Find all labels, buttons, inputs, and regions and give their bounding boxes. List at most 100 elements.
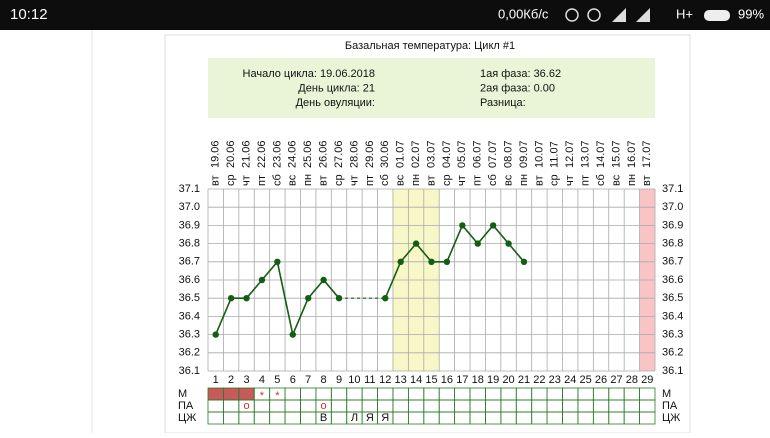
x-tick-label: 11 (364, 374, 375, 386)
weekday: пт (364, 175, 376, 186)
y-tick-label: 36.4 (179, 310, 200, 322)
x-tick-label: 13 (395, 374, 407, 386)
weekday: пт (580, 175, 592, 186)
weekday: пт (256, 175, 268, 186)
y-tick-label-right: 36.5 (662, 292, 683, 304)
row-label: ПА (178, 400, 194, 412)
status-icons (565, 8, 650, 22)
row-text: В (320, 412, 327, 424)
y-tick-label-right: 36.1 (662, 365, 683, 377)
y-tick-label-right: 36.3 (662, 329, 683, 341)
row-fill (208, 388, 224, 400)
row-fill (238, 388, 255, 400)
x-tick-label: 25 (580, 374, 592, 386)
date: 01.07 (395, 140, 407, 168)
temp-point (258, 276, 266, 284)
date: 22.06 (256, 140, 268, 168)
temp-point (274, 258, 281, 265)
row-text: Л (351, 412, 358, 424)
weekday: сб (271, 174, 283, 186)
weekday: чт (240, 175, 252, 186)
y-tick-label: 36.2 (179, 347, 200, 359)
date: 19.06 (210, 140, 222, 168)
date: 30.06 (379, 140, 391, 168)
weekday: вс (502, 174, 514, 186)
y-tick-label: 36.3 (179, 329, 200, 341)
y-tick-label: 37.0 (179, 201, 200, 213)
weekday: вт (425, 175, 437, 186)
date: 21.06 (240, 140, 252, 168)
weekday: сб (487, 174, 499, 186)
temp-point (459, 222, 466, 229)
info-left: День цикла: 21 (298, 82, 375, 94)
x-tick-label: 7 (305, 374, 311, 386)
date: 29.06 (364, 140, 376, 168)
temp-point (304, 295, 312, 302)
date: 25.06 (302, 140, 314, 168)
date: 27.06 (333, 140, 345, 168)
temp-point (243, 295, 250, 302)
x-tick-label: 14 (410, 374, 422, 386)
x-tick-label: 8 (321, 374, 327, 386)
speed: 0,00Кб/с (498, 6, 549, 21)
date: 05.07 (456, 140, 468, 168)
weekday: ср (441, 174, 453, 186)
y-tick-label: 36.7 (179, 256, 200, 268)
battery-icon (704, 10, 730, 21)
x-tick-label: 24 (564, 374, 576, 386)
row-label: ЦЖ (178, 412, 196, 424)
y-tick-label-right: 36.4 (662, 310, 683, 322)
x-tick-label: 18 (472, 374, 484, 386)
x-tick-label: 28 (626, 374, 638, 386)
weekday: ср (333, 174, 345, 186)
temp-line (384, 223, 525, 299)
chart: Начало цикла: 19.06.2018 День цикла: 21 Де… (178, 68, 683, 425)
weekday: вс (395, 174, 407, 186)
y-tick-label: 36.6 (179, 274, 200, 286)
temp-point (212, 331, 219, 338)
y-tick-label: 37.1 (179, 183, 200, 195)
weekday: вс (610, 174, 622, 186)
x-tick-label: 15 (425, 374, 437, 386)
time: 10:12 (10, 6, 48, 23)
weekday: вс (287, 174, 299, 186)
weekday: ср (225, 174, 237, 186)
weekday: чт (564, 175, 576, 186)
status-bar (0, 0, 770, 30)
x-tick-label: 29 (641, 374, 653, 386)
y-tick-label-right: 36.6 (662, 274, 683, 286)
temp-point (412, 240, 420, 247)
weekday: сб (379, 174, 391, 186)
y-tick-label-right: 37.1 (662, 183, 683, 195)
date: 07.07 (487, 140, 499, 168)
x-tick-label: 23 (549, 374, 561, 386)
info-left: Начало цикла: 19.06.2018 (243, 68, 375, 80)
weekday: вт (533, 175, 545, 186)
date: 10.07 (533, 140, 545, 168)
x-tick-label: 21 (518, 374, 530, 386)
x-tick-label: 27 (610, 374, 622, 386)
temp-point (227, 295, 235, 302)
date: 04.07 (441, 140, 453, 168)
weekday: пт (472, 175, 484, 186)
weekday: пн (302, 174, 314, 186)
date: 26.06 (318, 140, 330, 168)
row-text: * (260, 390, 265, 402)
network: H+ (676, 6, 693, 21)
info-box (208, 58, 655, 118)
x-tick-label: 1 (213, 374, 219, 386)
x-tick-label: 17 (456, 374, 468, 386)
x-tick-label: 3 (243, 374, 249, 386)
date: 20.06 (225, 140, 237, 168)
x-tick-label: 12 (379, 374, 391, 386)
row-text: o (243, 400, 249, 412)
date: 06.07 (472, 140, 484, 168)
y-tick-label: 36.5 (179, 292, 200, 304)
weekday: пн (410, 174, 422, 186)
battery: 99% (738, 6, 764, 21)
y-tick-label-right: 36.7 (662, 256, 683, 268)
temp-point (489, 222, 497, 229)
date: 11.07 (549, 141, 561, 168)
